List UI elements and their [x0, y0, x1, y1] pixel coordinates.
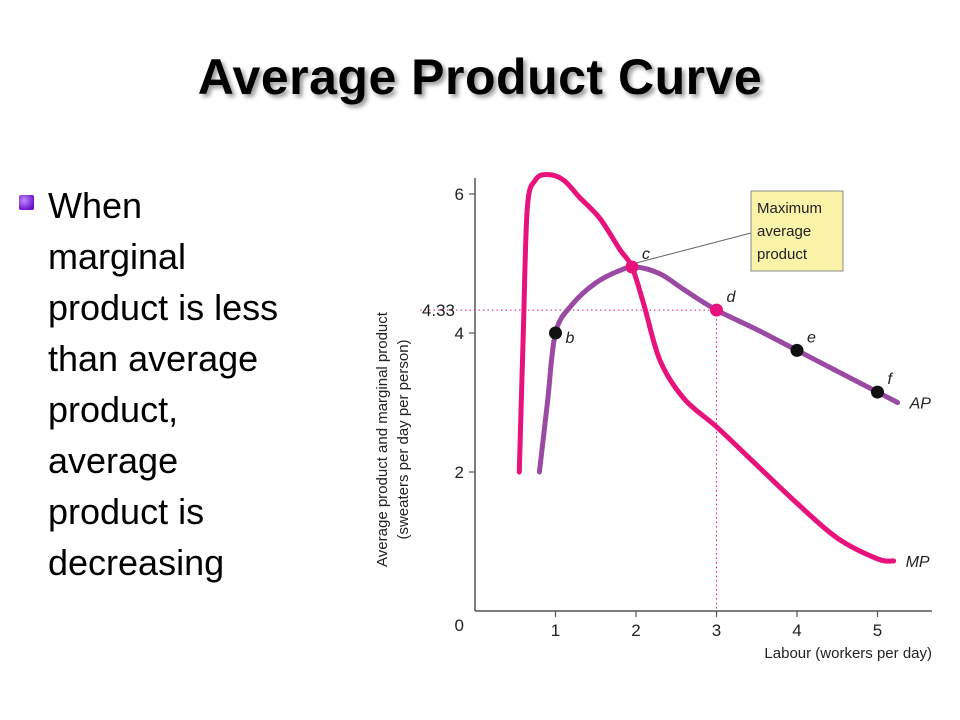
point-label-f: f [888, 371, 894, 388]
x-tick-label: 2 [631, 621, 640, 640]
point-e [790, 343, 804, 357]
series-line-mp [516, 172, 897, 564]
point-label-d: d [727, 289, 737, 306]
y-highlight-label: 4.33 [422, 301, 455, 320]
annotation-text-line: Maximum [757, 200, 822, 217]
bullet-list: When marginal product is less than avera… [16, 180, 346, 588]
point-label-e: e [807, 329, 816, 346]
point-c [625, 260, 639, 274]
x-tick-label: 1 [551, 621, 560, 640]
y-tick-label: 4 [455, 324, 464, 343]
point-label-b: b [566, 330, 575, 347]
bullet-text: When marginal product is less than avera… [48, 185, 279, 583]
annotation-text-line: average [757, 223, 811, 240]
series-line-ap [536, 264, 901, 475]
annotation-box [750, 190, 844, 272]
x-tick-label: 4 [792, 621, 801, 640]
x-axis-title: Labour (workers per day) [764, 645, 932, 662]
point-f [871, 385, 884, 399]
point-d [710, 303, 723, 317]
point-b [549, 326, 562, 340]
x-tick-label: 3 [712, 621, 721, 640]
origin-label: 0 [455, 616, 464, 635]
annotation-leader-line [635, 232, 752, 264]
x-tick-label: 5 [873, 621, 882, 640]
bullet-diamond-icon [18, 194, 35, 211]
y-tick-label: 2 [455, 463, 464, 482]
curve-label-mp: MP [906, 554, 930, 571]
y-axis-title-line2: (sweaters per day per person) [395, 339, 412, 539]
y-axis-title-line1: Average product and marginal product [374, 311, 391, 567]
point-label-c: c [642, 246, 650, 263]
y-tick-label: 6 [455, 185, 464, 204]
curve-label-ap: AP [909, 396, 932, 413]
annotation-text-line: product [757, 246, 808, 263]
slide-title: Average Product Curve [197, 49, 763, 105]
